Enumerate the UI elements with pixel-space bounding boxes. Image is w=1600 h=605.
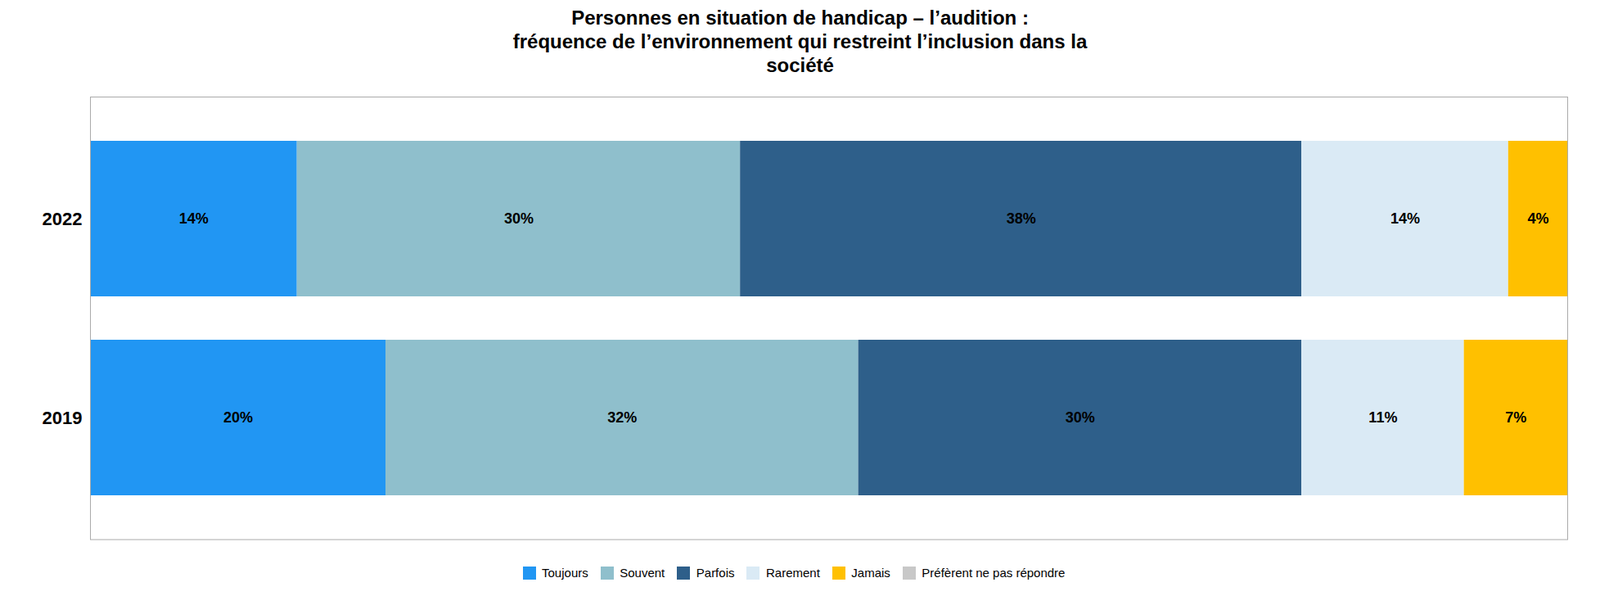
html-text:Personnes en situation de hand: Personnes en situation de handicap – l’a… [512,6,1088,76]
svg-text:2019: 2019 [42,407,83,429]
svg-text:38%: 38% [1006,211,1037,228]
svg-text:14%: 14% [1390,211,1420,228]
html-text:Toujours: Toujours [541,565,589,580]
html-text:Souvent: Souvent [619,565,665,580]
svg-text:20%: 20% [223,410,253,427]
html-text:Préfèrent ne pas répondre: Préfèrent ne pas répondre [921,565,1066,580]
svg-text:4%: 4% [1527,211,1549,228]
svg-text:2022: 2022 [42,208,83,230]
html-text:Rarement: Rarement [766,565,820,580]
svg-text:30%: 30% [1065,410,1096,427]
html-text:Jamais: Jamais [851,565,891,580]
svg-text:14%: 14% [179,211,209,228]
html-text:Parfois: Parfois [696,565,735,580]
svg-text:11%: 11% [1368,410,1398,427]
svg-text:7%: 7% [1505,410,1527,427]
svg-text:32%: 32% [607,410,637,427]
svg-text:30%: 30% [504,211,534,228]
